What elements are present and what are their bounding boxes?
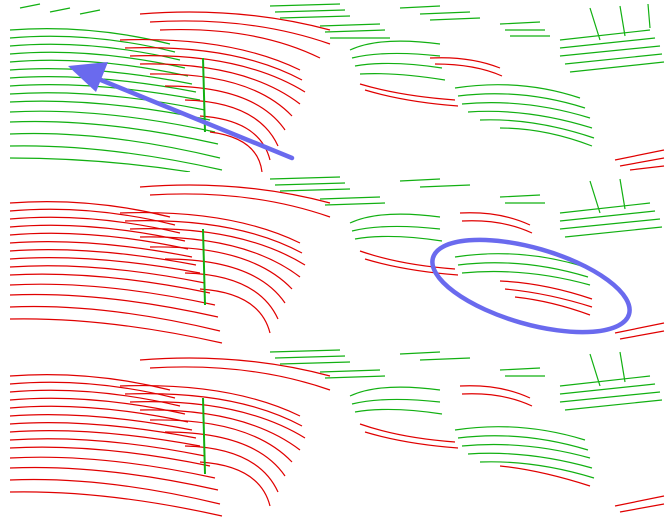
green-pole (202, 57, 206, 133)
red-ground-right (614, 149, 665, 171)
green-car-2-top (454, 253, 591, 286)
green-car-3 (454, 426, 595, 479)
point-cloud-panel-2 (0, 173, 670, 345)
red-car-base-3 (359, 385, 591, 487)
green-vegetation-top (269, 176, 663, 238)
white-car-3 (349, 386, 443, 415)
point-cloud-panel-3 (0, 346, 670, 518)
white-car-1 (349, 40, 446, 81)
red-ground-region-left (9, 357, 331, 517)
point-cloud-1 (9, 3, 665, 172)
green-pole (202, 397, 206, 475)
point-cloud-panel-1 (0, 0, 670, 172)
red-ground-right (614, 495, 665, 513)
red-car-2-side (499, 280, 593, 316)
green-vegetation-top (269, 349, 663, 411)
red-ground-region-left (9, 184, 331, 344)
red-ground-right (614, 322, 665, 340)
point-cloud-2 (9, 176, 665, 344)
green-pole (202, 228, 206, 306)
point-cloud-3 (9, 349, 665, 517)
red-car-base-2 (359, 212, 533, 276)
green-vegetation-top (269, 3, 665, 73)
white-car-2 (349, 213, 443, 242)
green-car-1 (454, 84, 595, 147)
red-car-base-1 (359, 57, 503, 107)
